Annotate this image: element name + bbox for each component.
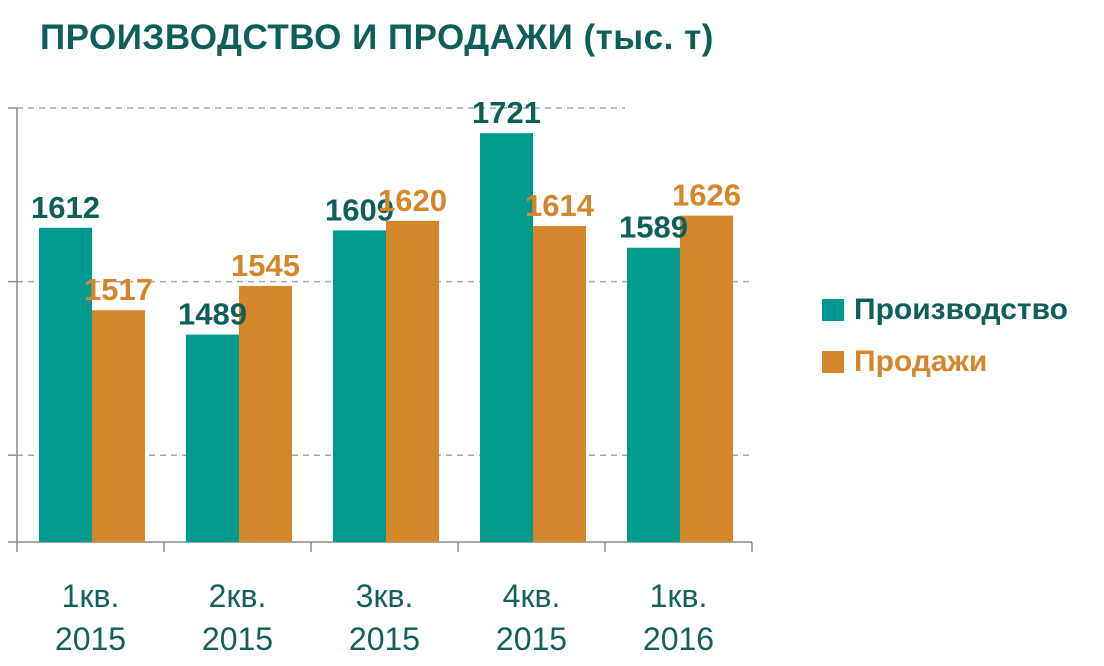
bar-production (480, 133, 533, 542)
x-tick-label: 2016 (643, 621, 714, 657)
x-tick-label: 2кв. (209, 578, 267, 614)
x-tick-label: 3кв. (356, 578, 414, 614)
data-label: 1545 (231, 248, 300, 283)
legend-label: Продажи (854, 345, 988, 378)
data-label: 1614 (525, 188, 595, 223)
bars (39, 133, 733, 543)
x-tick-label: 2015 (496, 621, 567, 657)
legend-label: Производство (854, 293, 1068, 326)
bar-production (39, 227, 92, 542)
bar-sales (239, 285, 292, 542)
chart-title: ПРОИЗВОДСТВО И ПРОДАЖИ (тыс. т) (40, 18, 714, 57)
x-tick-label: 1кв. (62, 578, 120, 614)
bar-production (333, 230, 386, 542)
data-label: 1612 (31, 190, 100, 225)
data-label: 1721 (472, 95, 541, 130)
x-tick-label: 2015 (202, 621, 273, 657)
bar-production (627, 247, 680, 543)
bar-sales (680, 215, 733, 542)
legend-swatch (822, 351, 844, 373)
x-tick-label: 4кв. (503, 578, 561, 614)
legend-swatch (822, 299, 844, 321)
data-label: 1626 (672, 178, 741, 213)
x-tick-label: 2015 (349, 621, 420, 657)
legend-item: Продажи (822, 345, 987, 379)
data-label: 1489 (178, 297, 247, 332)
x-tick-labels: 1кв. 2015 2кв. 2015 3кв. 2015 4кв. 2015 1кв. 2016 (55, 578, 714, 657)
data-label: 1589 (619, 210, 688, 245)
data-labels: 1612 1489 1609 1721 1589 1517 1545 1620 1614 1626 (31, 95, 741, 331)
data-label: 1517 (84, 272, 153, 307)
bar-production (186, 334, 239, 542)
x-tick-label: 1кв. (650, 578, 708, 614)
x-tick-label: 2015 (55, 621, 126, 657)
bar-sales (92, 310, 145, 542)
bar-sales (386, 220, 439, 542)
bar-sales (533, 226, 586, 542)
legend-item: Производство (822, 293, 1068, 327)
data-label: 1609 (325, 192, 394, 227)
data-label: 1620 (378, 183, 447, 218)
